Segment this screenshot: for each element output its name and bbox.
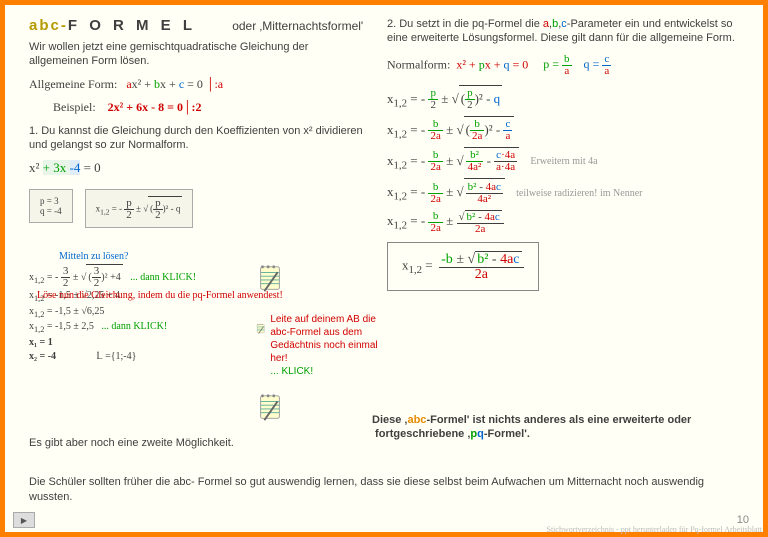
p-def: p = ba (543, 57, 571, 71)
calc3: x1,2 = -1,5 ± √6,25 (29, 306, 104, 317)
solution-set: 𝕃 ={1;-4} (96, 350, 136, 364)
pq-vals-box: p = 3 q = -4 (29, 189, 73, 223)
left-column: abc-F O R M E L oder ‚Mitternachtsformel… (29, 17, 369, 232)
slide: abc-F O R M E L oder ‚Mitternachtsformel… (0, 0, 768, 537)
pq-formula-box: x1,2 = - p2 ± √(p2)² - q (85, 189, 194, 228)
div-a: a (218, 77, 223, 91)
loese-text: Löse nun die Gleichung, indem du die pq-… (37, 289, 283, 303)
eq0: = 0 (187, 77, 203, 91)
notepad-icon (255, 392, 285, 424)
leite-text: Leite auf deinem AB die abc-Formel aus d… (270, 313, 395, 365)
bottom-text: Die Schüler sollten früher die abc- Form… (29, 475, 747, 504)
allgemeine-form: Allgemeine Form: ax² + bx + c = 0 │:a (29, 77, 369, 93)
mitteln-text: Mitteln zu lösen? (59, 250, 369, 264)
right-column: 2. Du setzt in die pq-Formel die a,b,c-P… (387, 17, 747, 291)
mid-notes: Leite auf deinem AB die abc-Formel aus d… (255, 263, 395, 424)
klick2: ... dann KLICK! (101, 321, 167, 332)
zweite-moeglichkeit: Es gibt aber noch eine zweite Möglichkei… (29, 437, 234, 449)
x2: x² (132, 77, 142, 91)
derivation-steps: x1,2 = - p2 ± √(p2)² - q x1,2 = - b2a ± … (387, 85, 747, 292)
plus2: + (169, 77, 179, 91)
notepad-icon (255, 263, 285, 295)
coef-c: c (179, 77, 184, 91)
deriv-l1: x1,2 = - p2 ± √(p2)² - q (387, 85, 747, 114)
step1-text: 1. Du kannst die Gleichung durch den Koe… (29, 124, 369, 153)
normalform-row: Normalform: x² + px + q = 0 p = ba q = c… (387, 54, 747, 77)
nm4: -4 (70, 160, 81, 175)
final-formula-box: x1,2 = -b ± √b² - 4ac2a (387, 242, 539, 291)
step2-text: 2. Du setzt in die pq-Formel die a,b,c-P… (387, 17, 747, 46)
note-radizieren: teilweise radizieren! im Nenner (516, 184, 642, 203)
beispiel-row: Beispiel: 2x² + 6x - 8 = 0│:2 (29, 100, 369, 116)
div-bar: │: (206, 77, 218, 91)
notepad-icon (255, 313, 266, 345)
pq-row: p = 3 q = -4 x1,2 = - p2 ± √(p2)² - q (29, 185, 369, 232)
conclusion-text: Diese ‚abc-Formel' ist nichts anderes al… (372, 413, 747, 442)
neq: = 0 (84, 160, 101, 175)
title-row: abc-F O R M E L oder ‚Mitternachtsformel… (29, 17, 369, 34)
mid-klick: ... KLICK! (270, 365, 395, 378)
deriv-l2: x1,2 = - b2a ± √(b2a)² - ca (387, 116, 747, 145)
deriv-l5: x1,2 = - b2a ± √b² - 4ac2a (387, 209, 747, 236)
x: x (160, 77, 166, 91)
note-erweitern: Erweitern mit 4a (530, 152, 597, 171)
beispiel-label: Beispiel: (53, 100, 96, 114)
allgemeine-label: Allgemeine Form: (29, 77, 117, 91)
nf-label: Normalform: (387, 57, 450, 71)
x2-result: x₂ = -4 (29, 350, 56, 364)
beispiel-eq: 2x² + 6x - 8 = 0│:2 (108, 100, 202, 114)
intro-text: Wir wollen jetzt eine gemischtquadratisc… (29, 40, 369, 69)
content-area: abc-F O R M E L oder ‚Mitternachtsformel… (5, 5, 763, 532)
title-abc: abc-F O R M E L (29, 17, 202, 34)
klick1: ... dann KLICK! (130, 272, 196, 283)
title-formel: F O R M E L (68, 17, 196, 34)
calc4: x1,2 = -1,5 ± 2,5 (29, 321, 94, 332)
nx2: x² (29, 160, 39, 175)
nf-eq: x² + px + q = 0 (456, 57, 528, 71)
deriv-l3: x1,2 = - b2a ± √b²4a² - c·4aa·4a Erweite… (387, 147, 747, 176)
normal-eq: x² + 3x -4 = 0 (29, 160, 369, 177)
abc-text: abc (29, 17, 61, 34)
q-def: q = ca (584, 57, 612, 71)
deriv-l4: x1,2 = - b2a ± √b² - 4ac4a² teilweise ra… (387, 178, 747, 207)
n3x: + 3x (43, 160, 70, 175)
title-oder: oder ‚Mitternachtsformel' (232, 19, 363, 33)
image-caption: Stichwortverzeichnis - ppt herunterladen… (0, 525, 768, 534)
plus1: + (144, 77, 154, 91)
title-dash: - (61, 17, 68, 34)
